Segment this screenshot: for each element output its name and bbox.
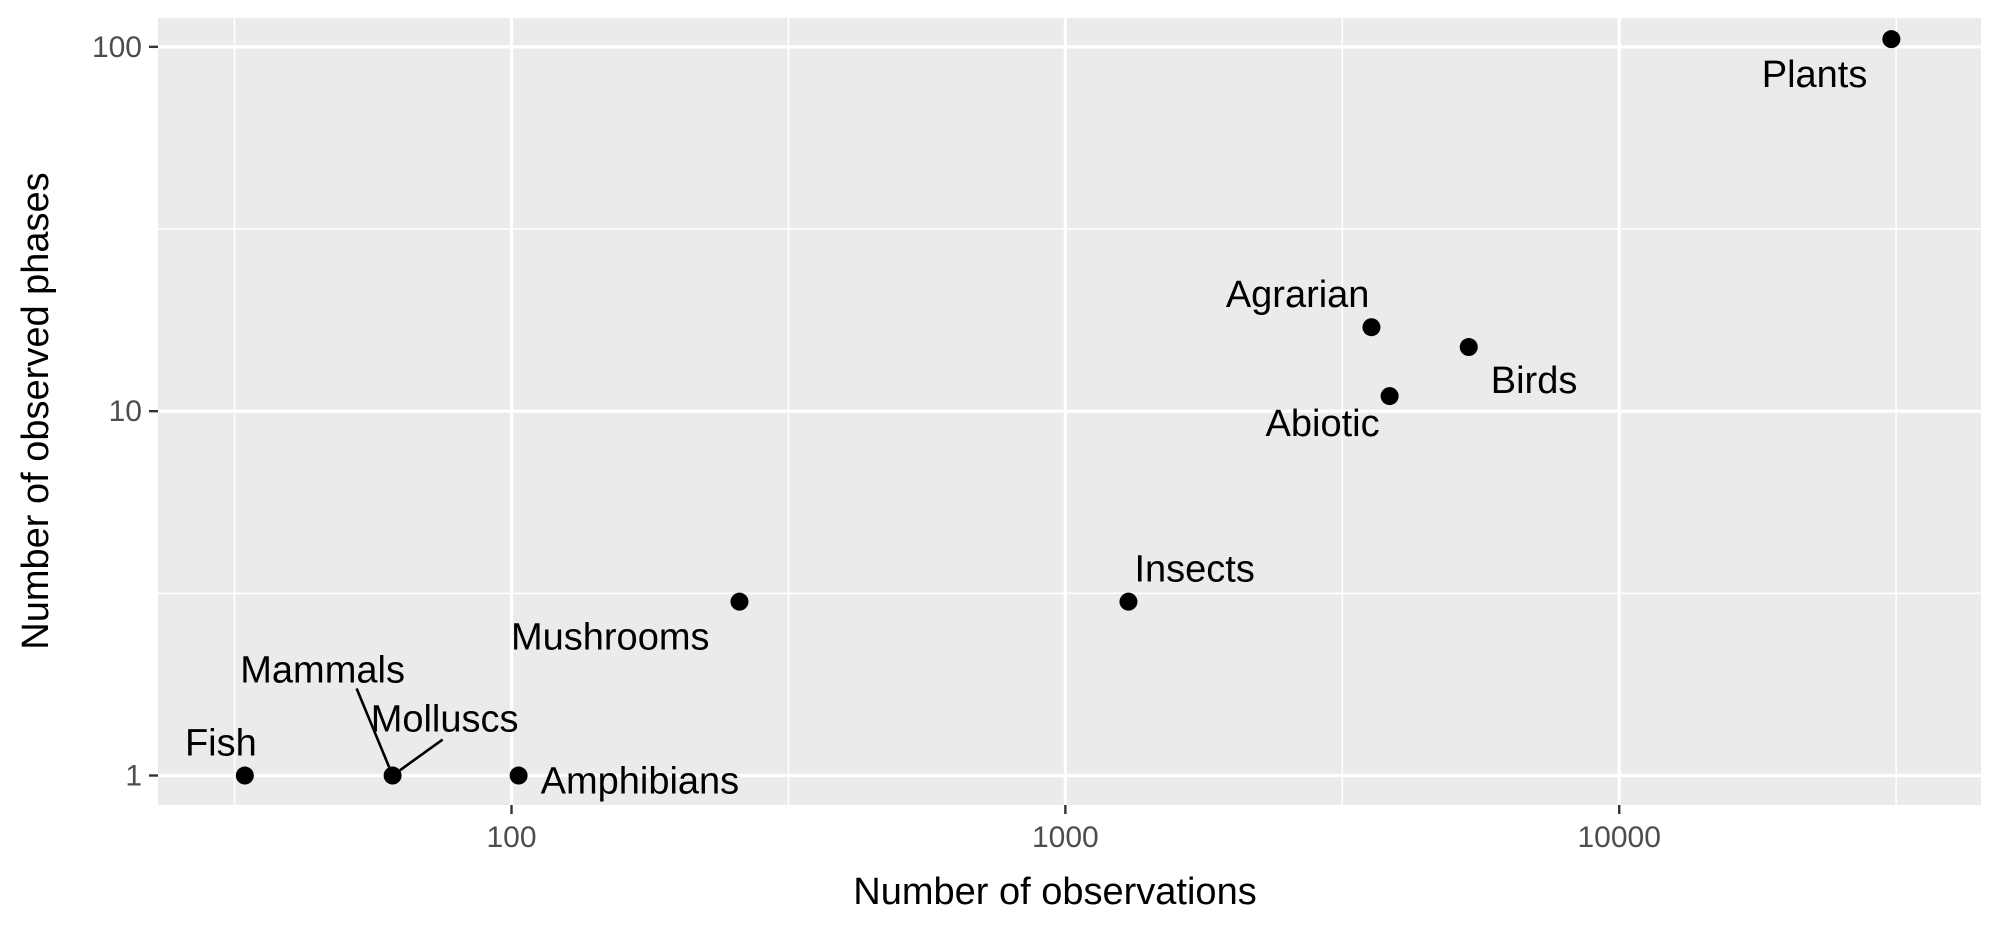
- point-label-mushrooms: Mushrooms: [511, 617, 710, 659]
- point-label-plants: Plants: [1762, 54, 1868, 96]
- major-gridlines: [158, 18, 1981, 805]
- x-tick-label: 100: [486, 821, 536, 854]
- label-leader-lines: [355, 688, 444, 772]
- point-label-birds: Birds: [1491, 360, 1578, 402]
- data-point-insects: [1119, 592, 1138, 611]
- point-label-fish: Fish: [185, 723, 257, 765]
- point-labels: Fish Mammals Molluscs Amphibians Mushrooms In…: [185, 54, 1867, 802]
- y-tick-label: 100: [92, 31, 142, 64]
- x-tick-label: 10000: [1577, 821, 1660, 854]
- data-points: [235, 30, 1901, 785]
- x-axis-ticks: 100 1000 10000: [486, 805, 1661, 854]
- point-label-amphibians: Amphibians: [541, 761, 740, 803]
- point-label-mammals: Mammals: [240, 650, 405, 692]
- data-point-fish: [235, 766, 254, 785]
- x-axis-title: Number of observations: [853, 871, 1256, 913]
- point-label-insects: Insects: [1134, 549, 1254, 591]
- data-point-mammals: [383, 766, 402, 785]
- data-point-agrarian: [1362, 318, 1381, 337]
- y-axis-ticks: 1 10 100: [92, 31, 158, 793]
- data-point-plants: [1882, 30, 1901, 49]
- data-point-abiotic: [1380, 387, 1399, 406]
- leader-line-molluscs: [399, 738, 444, 772]
- point-label-abiotic: Abiotic: [1266, 403, 1380, 445]
- y-tick-label: 10: [109, 395, 142, 428]
- data-point-mushrooms: [730, 592, 749, 611]
- leader-line-mammals: [355, 688, 391, 768]
- data-point-birds: [1459, 338, 1478, 357]
- y-tick-label: 1: [125, 760, 142, 793]
- point-label-agrarian: Agrarian: [1226, 274, 1370, 316]
- x-tick-label: 1000: [1032, 821, 1099, 854]
- data-point-amphibians: [509, 766, 528, 785]
- point-label-molluscs: Molluscs: [371, 699, 519, 741]
- y-axis-title: Number of observed phases: [15, 172, 57, 649]
